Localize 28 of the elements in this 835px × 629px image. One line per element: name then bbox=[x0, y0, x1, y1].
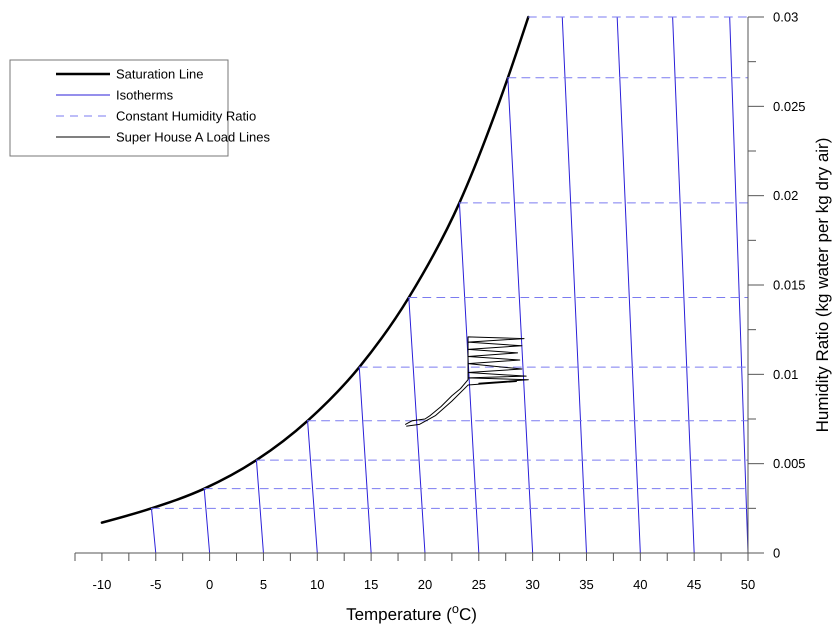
line-series bbox=[405, 336, 529, 427]
y-axis-title: Humidity Ratio (kg water per kg dry air) bbox=[813, 138, 832, 432]
x-tick-label: -5 bbox=[150, 577, 162, 592]
y-tick-label: 0.03 bbox=[773, 10, 798, 24]
y-tick-label: 0.025 bbox=[773, 98, 806, 114]
x-tick-label: 20 bbox=[418, 577, 432, 592]
line-series bbox=[100, 16, 530, 524]
x-tick-label: 40 bbox=[633, 577, 648, 592]
legend-label: Saturation Line bbox=[116, 66, 204, 82]
x-tick-label: 10 bbox=[310, 577, 325, 592]
legend-label: Constant Humidity Ratio bbox=[116, 108, 256, 124]
y-tick-label: 0.01 bbox=[773, 366, 798, 382]
x-tick-label: -10 bbox=[92, 577, 112, 592]
y-tick-label: 0 bbox=[773, 546, 780, 560]
y-tick-label: 0.005 bbox=[773, 456, 806, 472]
x-tick-label: 25 bbox=[472, 577, 486, 592]
x-tick-label: 30 bbox=[525, 577, 540, 592]
legend-label: Isotherms bbox=[116, 88, 174, 102]
x-tick-label: 0 bbox=[206, 577, 214, 592]
legend-label: Super House A Load Lines bbox=[116, 130, 270, 144]
x-tick-label: 45 bbox=[686, 577, 702, 592]
y-tick-label: 0.015 bbox=[773, 278, 806, 292]
x-tick-label: 15 bbox=[364, 577, 378, 592]
x-tick-label: 35 bbox=[579, 577, 594, 592]
y-tick-label: 0.02 bbox=[773, 188, 798, 204]
x-axis-title: Temperature ($^{o}$C) bbox=[346, 600, 477, 624]
x-tick-label: 50 bbox=[740, 577, 756, 592]
x-tick-label: 5 bbox=[260, 577, 268, 592]
